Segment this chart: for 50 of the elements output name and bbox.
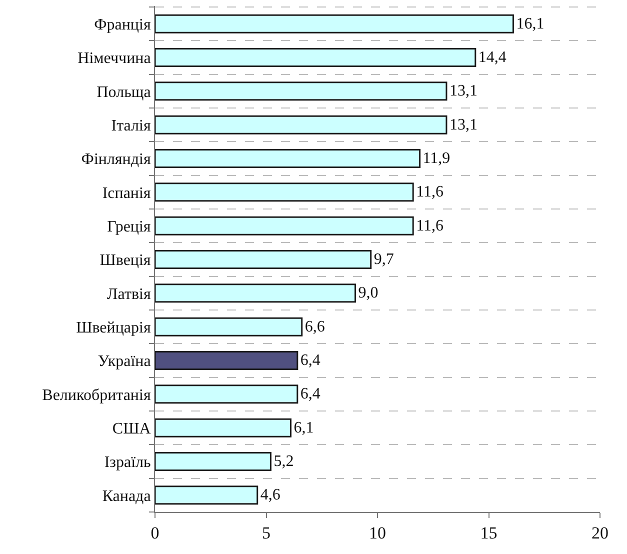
y-tick-label: Німеччина xyxy=(78,50,151,68)
y-tick-label: Швейцарія xyxy=(76,319,152,336)
x-tick-label: 20 xyxy=(592,523,608,542)
x-tick-label: 15 xyxy=(480,523,498,542)
bar xyxy=(155,284,356,303)
data-label: 6,4 xyxy=(300,352,320,370)
data-label: 4,6 xyxy=(260,486,280,504)
data-label: 5,2 xyxy=(274,453,294,470)
data-label: 6,6 xyxy=(304,318,325,336)
y-tick-label: Іспанія xyxy=(102,184,152,202)
bar xyxy=(155,115,448,134)
y-tick-label: Ізраїль xyxy=(104,454,151,472)
y-tick-label: Франція xyxy=(94,16,152,34)
bar xyxy=(155,418,292,438)
data-label: 9,7 xyxy=(374,251,394,268)
x-tick-label: 10 xyxy=(369,523,386,542)
y-tick-label: Польща xyxy=(96,84,151,101)
y-tick-label: Канада xyxy=(102,488,151,505)
data-label: 6,1 xyxy=(294,419,314,436)
x-tick-label: 0 xyxy=(150,523,160,542)
x-tick-label: 5 xyxy=(262,523,270,542)
bar xyxy=(155,149,421,168)
y-tick-label: США xyxy=(112,420,152,438)
data-label: 14,4 xyxy=(478,49,506,66)
data-label: 11,6 xyxy=(416,217,444,234)
y-tick-label: Італія xyxy=(111,117,152,134)
y-tick-label: Латвія xyxy=(106,286,152,303)
bar xyxy=(155,48,476,68)
bar xyxy=(155,317,303,336)
bar xyxy=(155,250,372,270)
bar xyxy=(155,452,272,471)
bar xyxy=(155,384,298,404)
y-tick-label: Греція xyxy=(107,218,152,236)
data-label: 13,1 xyxy=(449,116,478,134)
data-label: 11,6 xyxy=(416,184,444,201)
data-label: 9,0 xyxy=(358,284,378,302)
bar xyxy=(155,216,414,236)
bar xyxy=(155,14,514,34)
bar xyxy=(155,182,414,202)
y-tick-label: Швеція xyxy=(100,252,152,270)
data-label: 6,4 xyxy=(300,386,320,403)
y-tick-label: Україна xyxy=(98,353,151,370)
y-tick-label: Фінляндія xyxy=(81,151,152,168)
data-label: 16,1 xyxy=(516,15,544,32)
bar xyxy=(155,351,298,370)
y-tick-label: Великобританія xyxy=(42,386,152,404)
data-label: 11,9 xyxy=(422,150,450,168)
data-label: 13,1 xyxy=(449,82,478,100)
bar xyxy=(155,486,258,505)
bar xyxy=(155,82,448,101)
